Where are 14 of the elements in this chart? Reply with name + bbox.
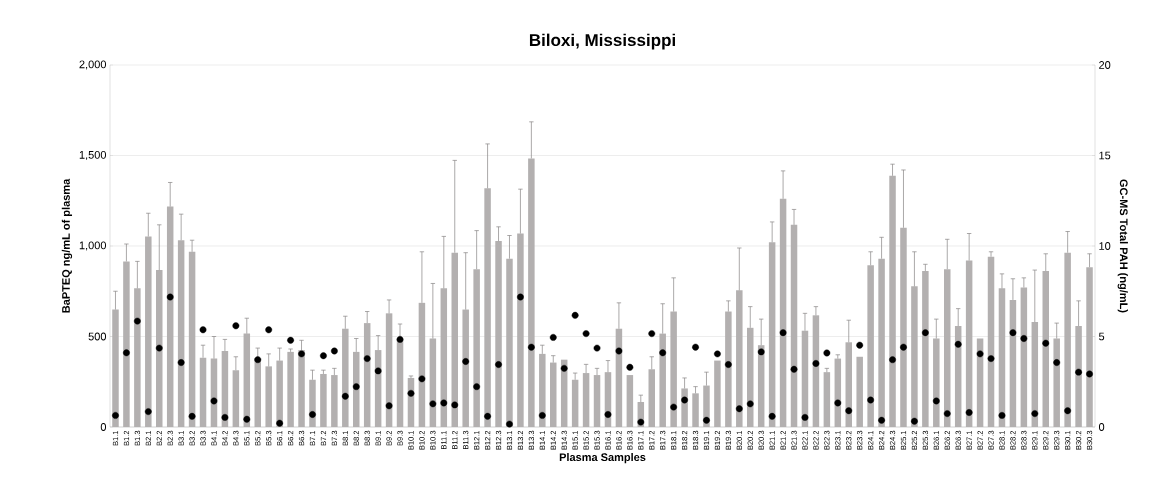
chart-title: Biloxi, Mississippi: [529, 33, 675, 50]
y-tick-label: 2,000: [79, 60, 107, 70]
y2-tick-label: 10: [1099, 242, 1111, 250]
y2-tick-label: 0: [1098, 423, 1105, 431]
y2-axis-title: GC-MS Total PAH (ng/mL): [1117, 179, 1128, 313]
y-tick-label: 0: [100, 423, 107, 431]
y-tick-label: 1,000: [79, 241, 107, 251]
y2-tick-label: 5: [1098, 332, 1105, 341]
y2-tick-label: 15: [1099, 151, 1111, 160]
y-tick-label: 500: [88, 332, 107, 341]
y2-tick-label: 20: [1099, 61, 1111, 69]
y-axis-title: BaPTEQ ng/mL of plasma: [61, 178, 73, 313]
x-axis-title: Plasma Samples: [559, 453, 646, 464]
y-tick-label: 1,500: [79, 150, 107, 161]
